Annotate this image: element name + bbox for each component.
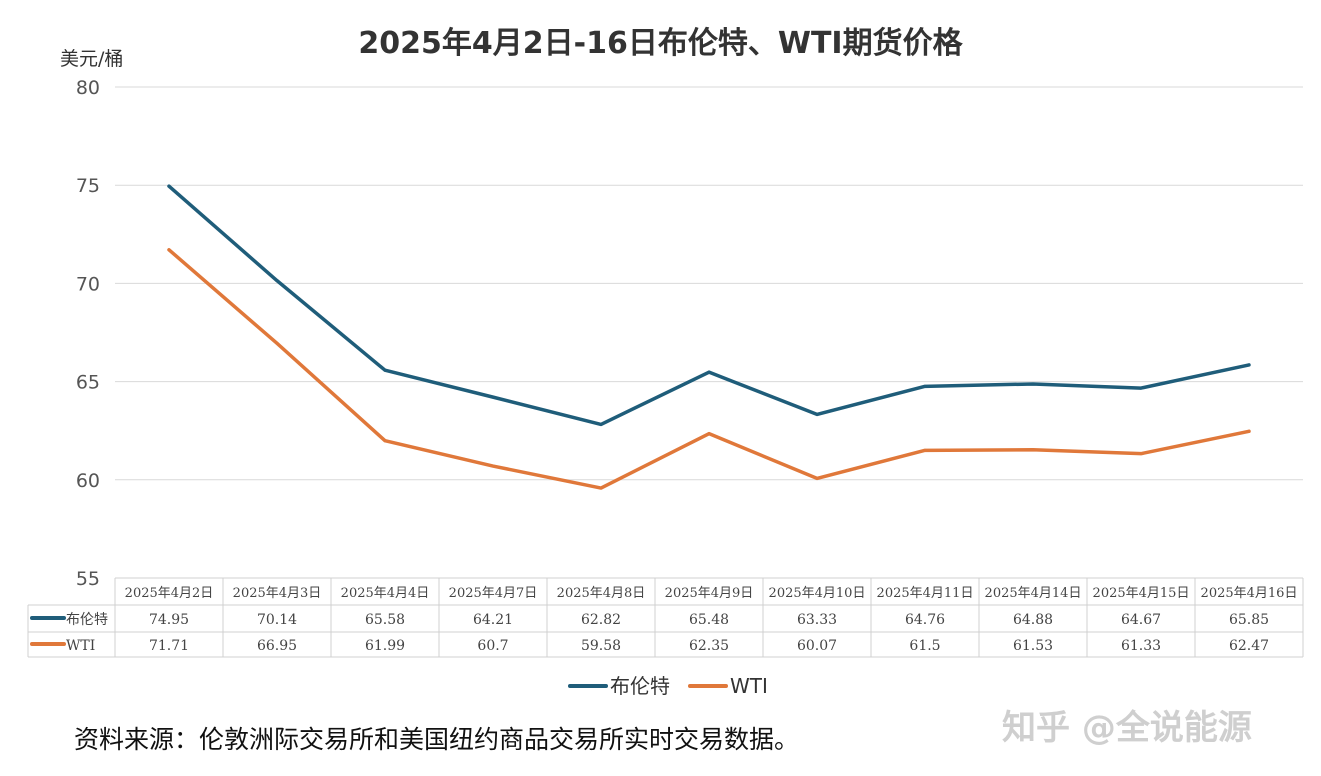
y-tick-label: 65 [76,372,100,394]
x-category-label: 2025年4月8日 [557,586,646,601]
data-point [383,439,387,443]
table-cell-value: 60.07 [797,638,837,654]
data-point [1031,448,1035,452]
series-line-wti [167,248,1251,490]
y-axis-label: 美元/桶 [60,48,124,70]
data-point [707,432,711,436]
x-category-label: 2025年4月2日 [125,586,214,601]
data-point [275,279,279,283]
x-category-label: 2025年4月15日 [1093,586,1190,601]
table-cell-value: 64.76 [905,612,945,628]
y-tick-label: 55 [76,568,100,590]
table-cell-value: 66.95 [257,638,297,654]
data-point [599,486,603,490]
data-point [707,370,711,374]
data-point [1247,363,1251,367]
data-point [599,422,603,426]
y-tick-label: 80 [76,77,100,99]
table-cell-value: 74.95 [149,612,189,628]
data-point [167,248,171,252]
table-cell-value: 61.33 [1121,638,1161,654]
table-cell-value: 61.99 [365,638,405,654]
table-cell-value: 61.5 [909,638,940,654]
data-point [923,384,927,388]
table-cell-value: 62.47 [1229,638,1269,654]
legend-label: WTI [730,674,768,698]
table-cell-value: 65.48 [689,612,729,628]
table-cell-value: 65.85 [1229,612,1269,628]
data-point [491,464,495,468]
data-point [815,412,819,416]
data-point [1031,382,1035,386]
table-cell-value: 60.7 [477,638,508,654]
x-category-label: 2025年4月10日 [769,586,866,601]
table-cell-value: 70.14 [257,612,297,628]
chart-title: 2025年4月2日-16日布伦特、WTI期货价格 [358,26,963,61]
x-category-label: 2025年4月16日 [1201,586,1298,601]
table-cell-value: 64.21 [473,612,513,628]
table-cell-value: 64.67 [1121,612,1161,628]
table-cell-value: 63.33 [797,612,837,628]
data-point [491,395,495,399]
data-point [1247,429,1251,433]
table-cell-value: 61.53 [1013,638,1053,654]
y-tick-label: 70 [76,273,100,295]
x-category-label: 2025年4月14日 [985,586,1082,601]
x-category-label: 2025年4月9日 [665,586,754,601]
data-point [1139,452,1143,456]
table-cell-value: 62.82 [581,612,621,628]
y-tick-label: 60 [76,470,100,492]
data-point [923,448,927,452]
x-category-label: 2025年4月4日 [341,586,430,601]
watermark: 知乎 @全说能源 [1002,708,1252,748]
table-cell-value: 65.58 [365,612,405,628]
table-series-label: 布伦特 [66,612,108,628]
y-tick-label: 75 [76,175,100,197]
table-cell-value: 59.58 [581,638,621,654]
series-line-brent [167,184,1251,427]
data-point [815,476,819,480]
table-series-label: WTI [66,638,95,654]
data-point [1139,386,1143,390]
data-point [167,184,171,188]
x-category-label: 2025年4月11日 [877,586,974,601]
table-cell-value: 64.88 [1013,612,1053,628]
data-point [383,368,387,372]
source-note: 资料来源：伦敦洲际交易所和美国纽约商品交易所实时交易数据。 [74,725,800,754]
table-cell-value: 62.35 [689,638,729,654]
legend-label: 布伦特 [610,674,670,698]
data-point [275,341,279,345]
table-cell-value: 71.71 [149,638,189,654]
x-category-label: 2025年4月7日 [449,586,538,601]
x-category-label: 2025年4月3日 [233,586,322,601]
